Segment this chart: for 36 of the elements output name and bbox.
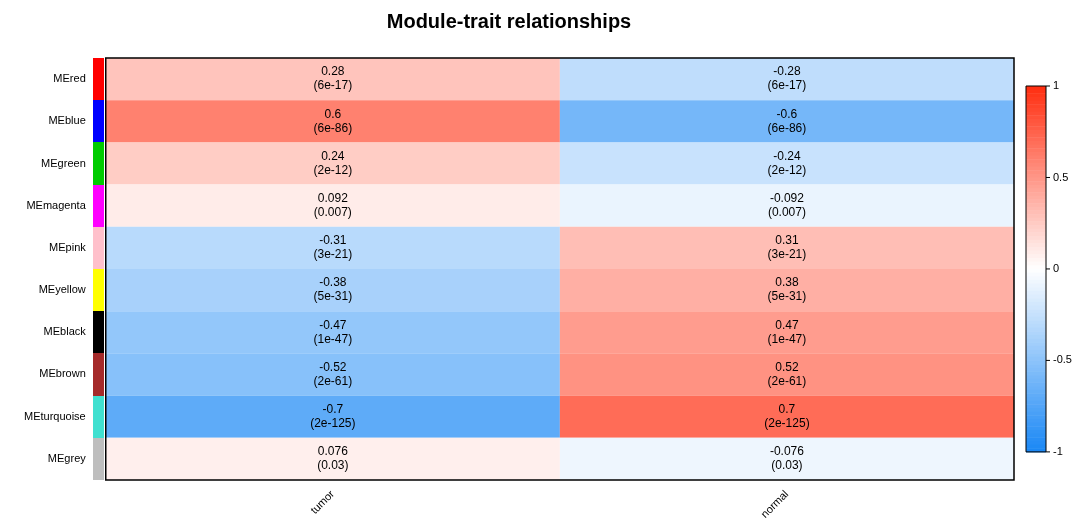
- color-bar-label: -0.5: [1053, 353, 1072, 366]
- data-label: 0.24 (2e-12): [313, 148, 353, 177]
- data-label: -0.24 (2e-12): [767, 148, 807, 177]
- y-tick-label: MEmagenta: [26, 198, 87, 211]
- y-tick-label: MEred: [53, 72, 86, 85]
- y-tick-label: MEgrey: [47, 451, 87, 464]
- data-label: 0.52 (2e-61): [767, 359, 807, 388]
- data-label: 0.31 (3e-21): [767, 233, 807, 262]
- data-label: -0.28 (6e-17): [767, 64, 807, 93]
- data-label: -0.52 (2e-61): [313, 359, 353, 388]
- data-label: -0.31 (3e-21): [313, 233, 353, 262]
- color-bar-label: 0.5: [1053, 170, 1069, 183]
- color-bar-label: -1: [1053, 444, 1063, 457]
- y-tick-label: MEblack: [43, 325, 87, 338]
- data-label: -0.076 (0.03): [769, 444, 805, 473]
- data-label: 0.28 (6e-17): [313, 64, 353, 93]
- chart-title: Module-trait relationships: [386, 9, 632, 32]
- data-label: -0.38 (5e-31): [313, 275, 353, 304]
- data-label: 0.6 (6e-86): [313, 106, 353, 135]
- color-bar-label: 1: [1053, 79, 1060, 92]
- y-tick-label: MEpink: [49, 240, 87, 253]
- y-tick-label: MEblue: [48, 114, 86, 127]
- data-label: -0.6 (6e-86): [767, 106, 807, 135]
- y-tick-label: MEbrown: [39, 367, 86, 380]
- y-tick-label: MEgreen: [41, 156, 86, 169]
- data-label: 0.47 (1e-47): [767, 317, 807, 346]
- data-label: 0.076 (0.03): [317, 444, 349, 473]
- data-label: -0.47 (1e-47): [313, 317, 353, 346]
- data-label: -0.7 (2e-125): [310, 401, 356, 430]
- data-label: 0.38 (5e-31): [767, 275, 807, 304]
- y-tick-label: MEyellow: [38, 283, 86, 296]
- data-label: -0.092 (0.007): [767, 190, 806, 219]
- color-bar-label: 0: [1053, 261, 1060, 274]
- data-label: 0.092 (0.007): [313, 190, 352, 219]
- data-label: 0.7 (2e-125): [764, 401, 810, 430]
- y-tick-label: MEturquoise: [23, 409, 86, 422]
